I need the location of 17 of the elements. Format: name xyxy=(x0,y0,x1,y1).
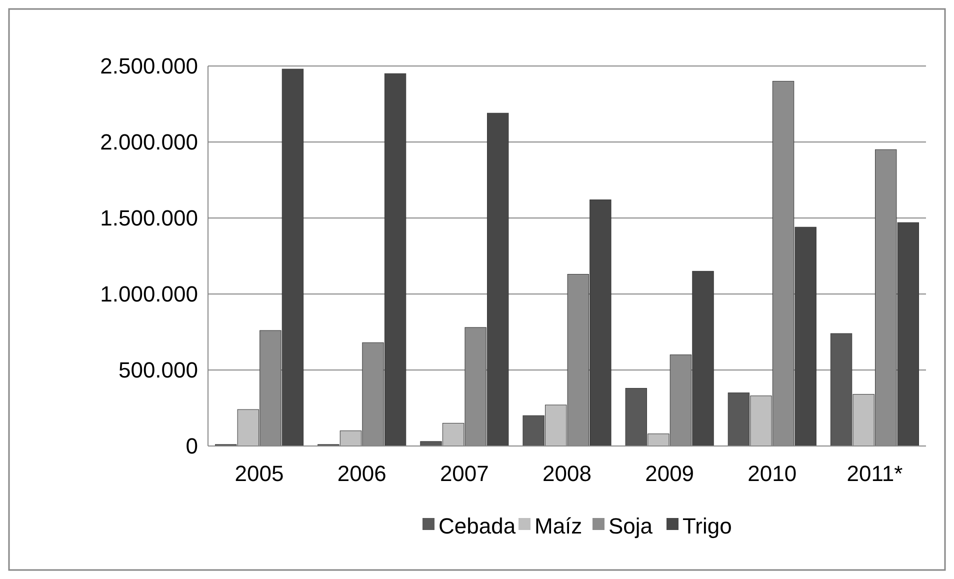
y-tick-label: 1.000.000 xyxy=(100,282,198,307)
x-tick-label: 2007 xyxy=(440,461,489,486)
y-tick-label: 1.500.000 xyxy=(100,206,198,231)
y-tick-label: 2.500.000 xyxy=(100,54,198,79)
y-tick-label: 2.000.000 xyxy=(100,130,198,155)
x-tick-label: 2006 xyxy=(337,461,386,486)
legend-label: Cebada xyxy=(438,514,516,539)
x-tick-label: 2010 xyxy=(748,461,797,486)
x-tick-label: 2009 xyxy=(645,461,694,486)
x-tick-label: 2005 xyxy=(234,461,284,486)
x-tick-label: 2011* xyxy=(846,461,904,486)
legend-label: Soja xyxy=(608,514,654,539)
legend-label: Maíz xyxy=(534,514,582,539)
x-tick-label: 2008 xyxy=(542,461,592,486)
legend-label: Trigo xyxy=(682,514,732,539)
y-tick-label: 500.000 xyxy=(118,358,198,383)
y-tick-label: 0 xyxy=(186,434,198,459)
